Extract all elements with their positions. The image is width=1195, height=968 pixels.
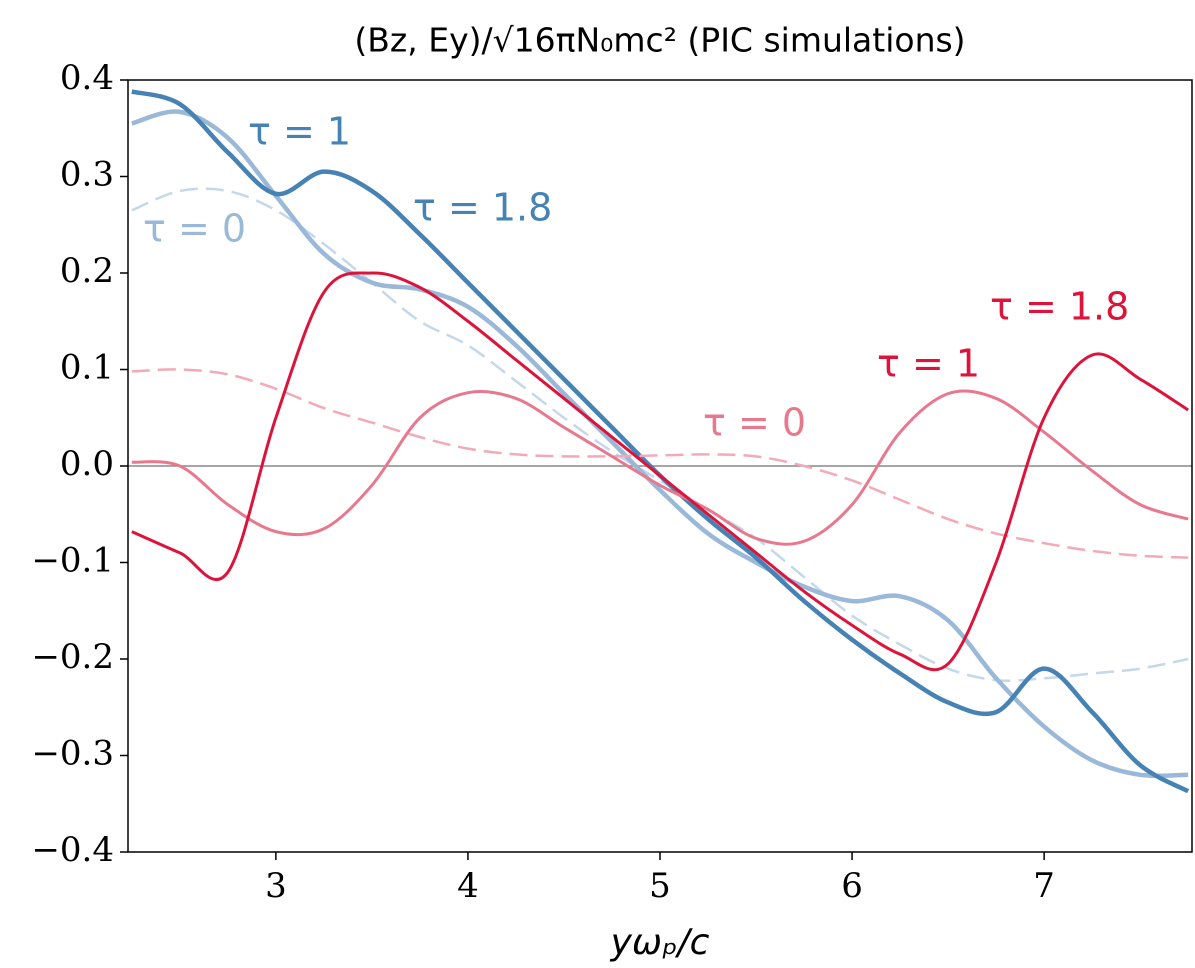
data-line bbox=[131, 271, 1189, 672]
annotation: τ = 1.8 bbox=[413, 186, 552, 230]
data-line bbox=[131, 109, 1189, 779]
x-tick-label: 7 bbox=[1033, 866, 1055, 906]
y-tick-label: −0.1 bbox=[31, 541, 114, 581]
plot-area bbox=[128, 89, 1192, 794]
y-tick-label: 0.4 bbox=[60, 58, 114, 98]
annotation: τ = 1 bbox=[248, 110, 351, 154]
x-axis-label: yωₚ/c bbox=[610, 922, 710, 963]
annotation: τ = 0 bbox=[143, 207, 246, 251]
x-tick-label: 6 bbox=[841, 866, 863, 906]
data-line bbox=[131, 389, 1189, 546]
y-tick-label: 0.0 bbox=[60, 444, 114, 484]
data-line bbox=[131, 187, 1189, 683]
y-tick-label: −0.3 bbox=[31, 734, 114, 774]
y-tick-label: 0.1 bbox=[60, 348, 114, 388]
y-tick-label: −0.2 bbox=[31, 637, 114, 677]
x-tick-label: 5 bbox=[649, 866, 671, 906]
data-line bbox=[131, 368, 1189, 559]
y-tick-label: 0.2 bbox=[60, 251, 114, 291]
y-tick-label: −0.4 bbox=[31, 830, 114, 870]
x-tick-label: 4 bbox=[457, 866, 479, 906]
annotation: τ = 1.8 bbox=[990, 285, 1129, 329]
x-tick-label: 3 bbox=[265, 866, 287, 906]
annotation: τ = 0 bbox=[703, 401, 806, 445]
chart-title: (Bz, Ey)/√16πN₀mc² (PIC simulations) bbox=[354, 21, 965, 60]
data-line bbox=[131, 89, 1190, 794]
annotation: τ = 1 bbox=[877, 342, 980, 386]
y-tick-label: 0.3 bbox=[60, 155, 114, 195]
